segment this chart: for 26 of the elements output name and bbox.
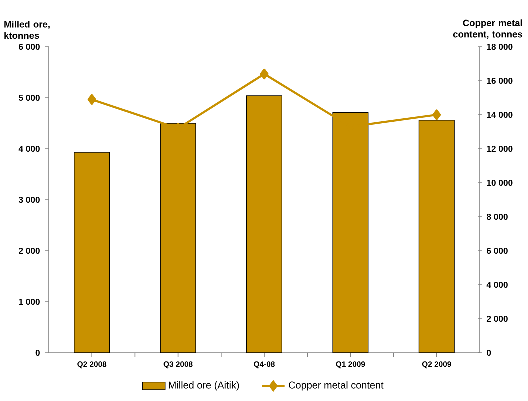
y-tick-label: 4 000 (18, 146, 40, 152)
y-axis-title: Milled ore, ktonnes (4, 20, 50, 40)
y2-tick-label: 2 000 (486, 316, 508, 322)
y2-tick-label: 14 000 (487, 112, 513, 118)
y-tick-label: 6 000 (19, 44, 40, 50)
y-tick-label: 3 000 (18, 196, 40, 204)
legend-label: Milled ore (Aitik) (169, 382, 240, 391)
point (88, 94, 96, 106)
y2-tick-label: 10 000 (487, 180, 513, 186)
y-tick-label: 1 000 (19, 298, 40, 306)
y-tick-label: 2 000 (19, 248, 40, 254)
y2-tick-label: 16 000 (487, 78, 513, 84)
y-tick-label: 0 (36, 350, 40, 356)
y2-axis-title: Copper metal content, tonnes (453, 20, 522, 40)
y2-tick-label: 18 000 (487, 44, 513, 50)
y2-tick-label: 4 000 (486, 282, 508, 288)
y2-tick-label: 6 000 (486, 248, 508, 254)
y2-tick-label: 0 (487, 350, 492, 356)
legend-label: Copper metal content (289, 382, 384, 391)
y2-tick-label: 8 000 (486, 214, 508, 220)
point (260, 68, 269, 80)
point (432, 110, 442, 120)
bar (246, 96, 282, 354)
y-tick-label: 5 000 (18, 94, 40, 102)
y2-tick-label: 12 000 (487, 146, 513, 152)
bar (74, 152, 110, 354)
